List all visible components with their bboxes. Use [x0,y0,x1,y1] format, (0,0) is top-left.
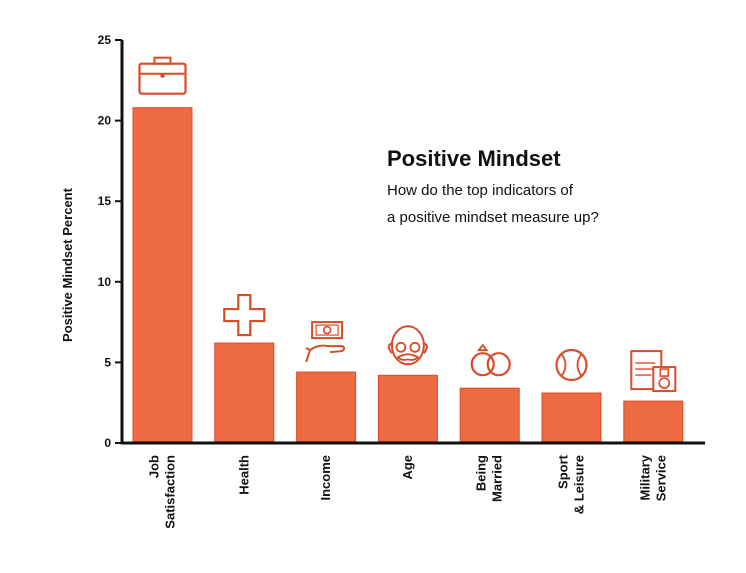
x-tick-label: Being [474,455,489,491]
x-tick-label: Satisfaction [163,455,178,529]
y-axis: 0 5 10 15 20 25 [98,33,124,450]
x-tick-label: Job [147,455,162,478]
briefcase-icon [138,56,187,95]
bar [296,371,357,442]
category-labels: Job Satisfaction Health Income Age Being Marri… [147,454,669,528]
bar [541,392,602,443]
y-tick-label: 25 [98,33,112,47]
x-tick-label: Sport [556,454,571,489]
bar-icons [138,56,677,393]
x-tick-label: Income [318,455,333,501]
medical-cross-icon [223,293,266,337]
x-tick-label: Service [653,455,668,501]
x-tick-label: Military [637,454,652,500]
bar [623,400,684,443]
chart-subtitle-line-1: How do the top indicators of [387,182,574,199]
bar [459,387,520,442]
y-tick-label: 0 [104,436,111,450]
chart-title: Positive Mindset [387,146,561,171]
x-tick-label: Married [490,455,505,502]
y-axis-label: Positive Mindset Percent [60,187,75,342]
y-tick-label: 10 [98,275,112,289]
chart-subtitle-line-2: a positive mindset measure up? [387,209,599,226]
money-in-hand-icon [305,321,346,363]
elderly-face-icon [387,325,428,366]
x-tick-label: Health [236,455,251,495]
military-medal-icon [630,350,677,393]
y-tick-label: 5 [104,355,111,369]
bar [132,107,193,442]
x-tick-label: & Leisure [572,455,587,514]
bars [132,107,684,443]
baseball-icon [555,348,588,382]
y-tick-label: 20 [98,114,112,128]
y-tick-label: 15 [98,194,112,208]
wedding-rings-icon [470,343,511,377]
bar [377,374,438,442]
x-tick-label: Age [400,455,415,480]
bar [214,342,275,442]
